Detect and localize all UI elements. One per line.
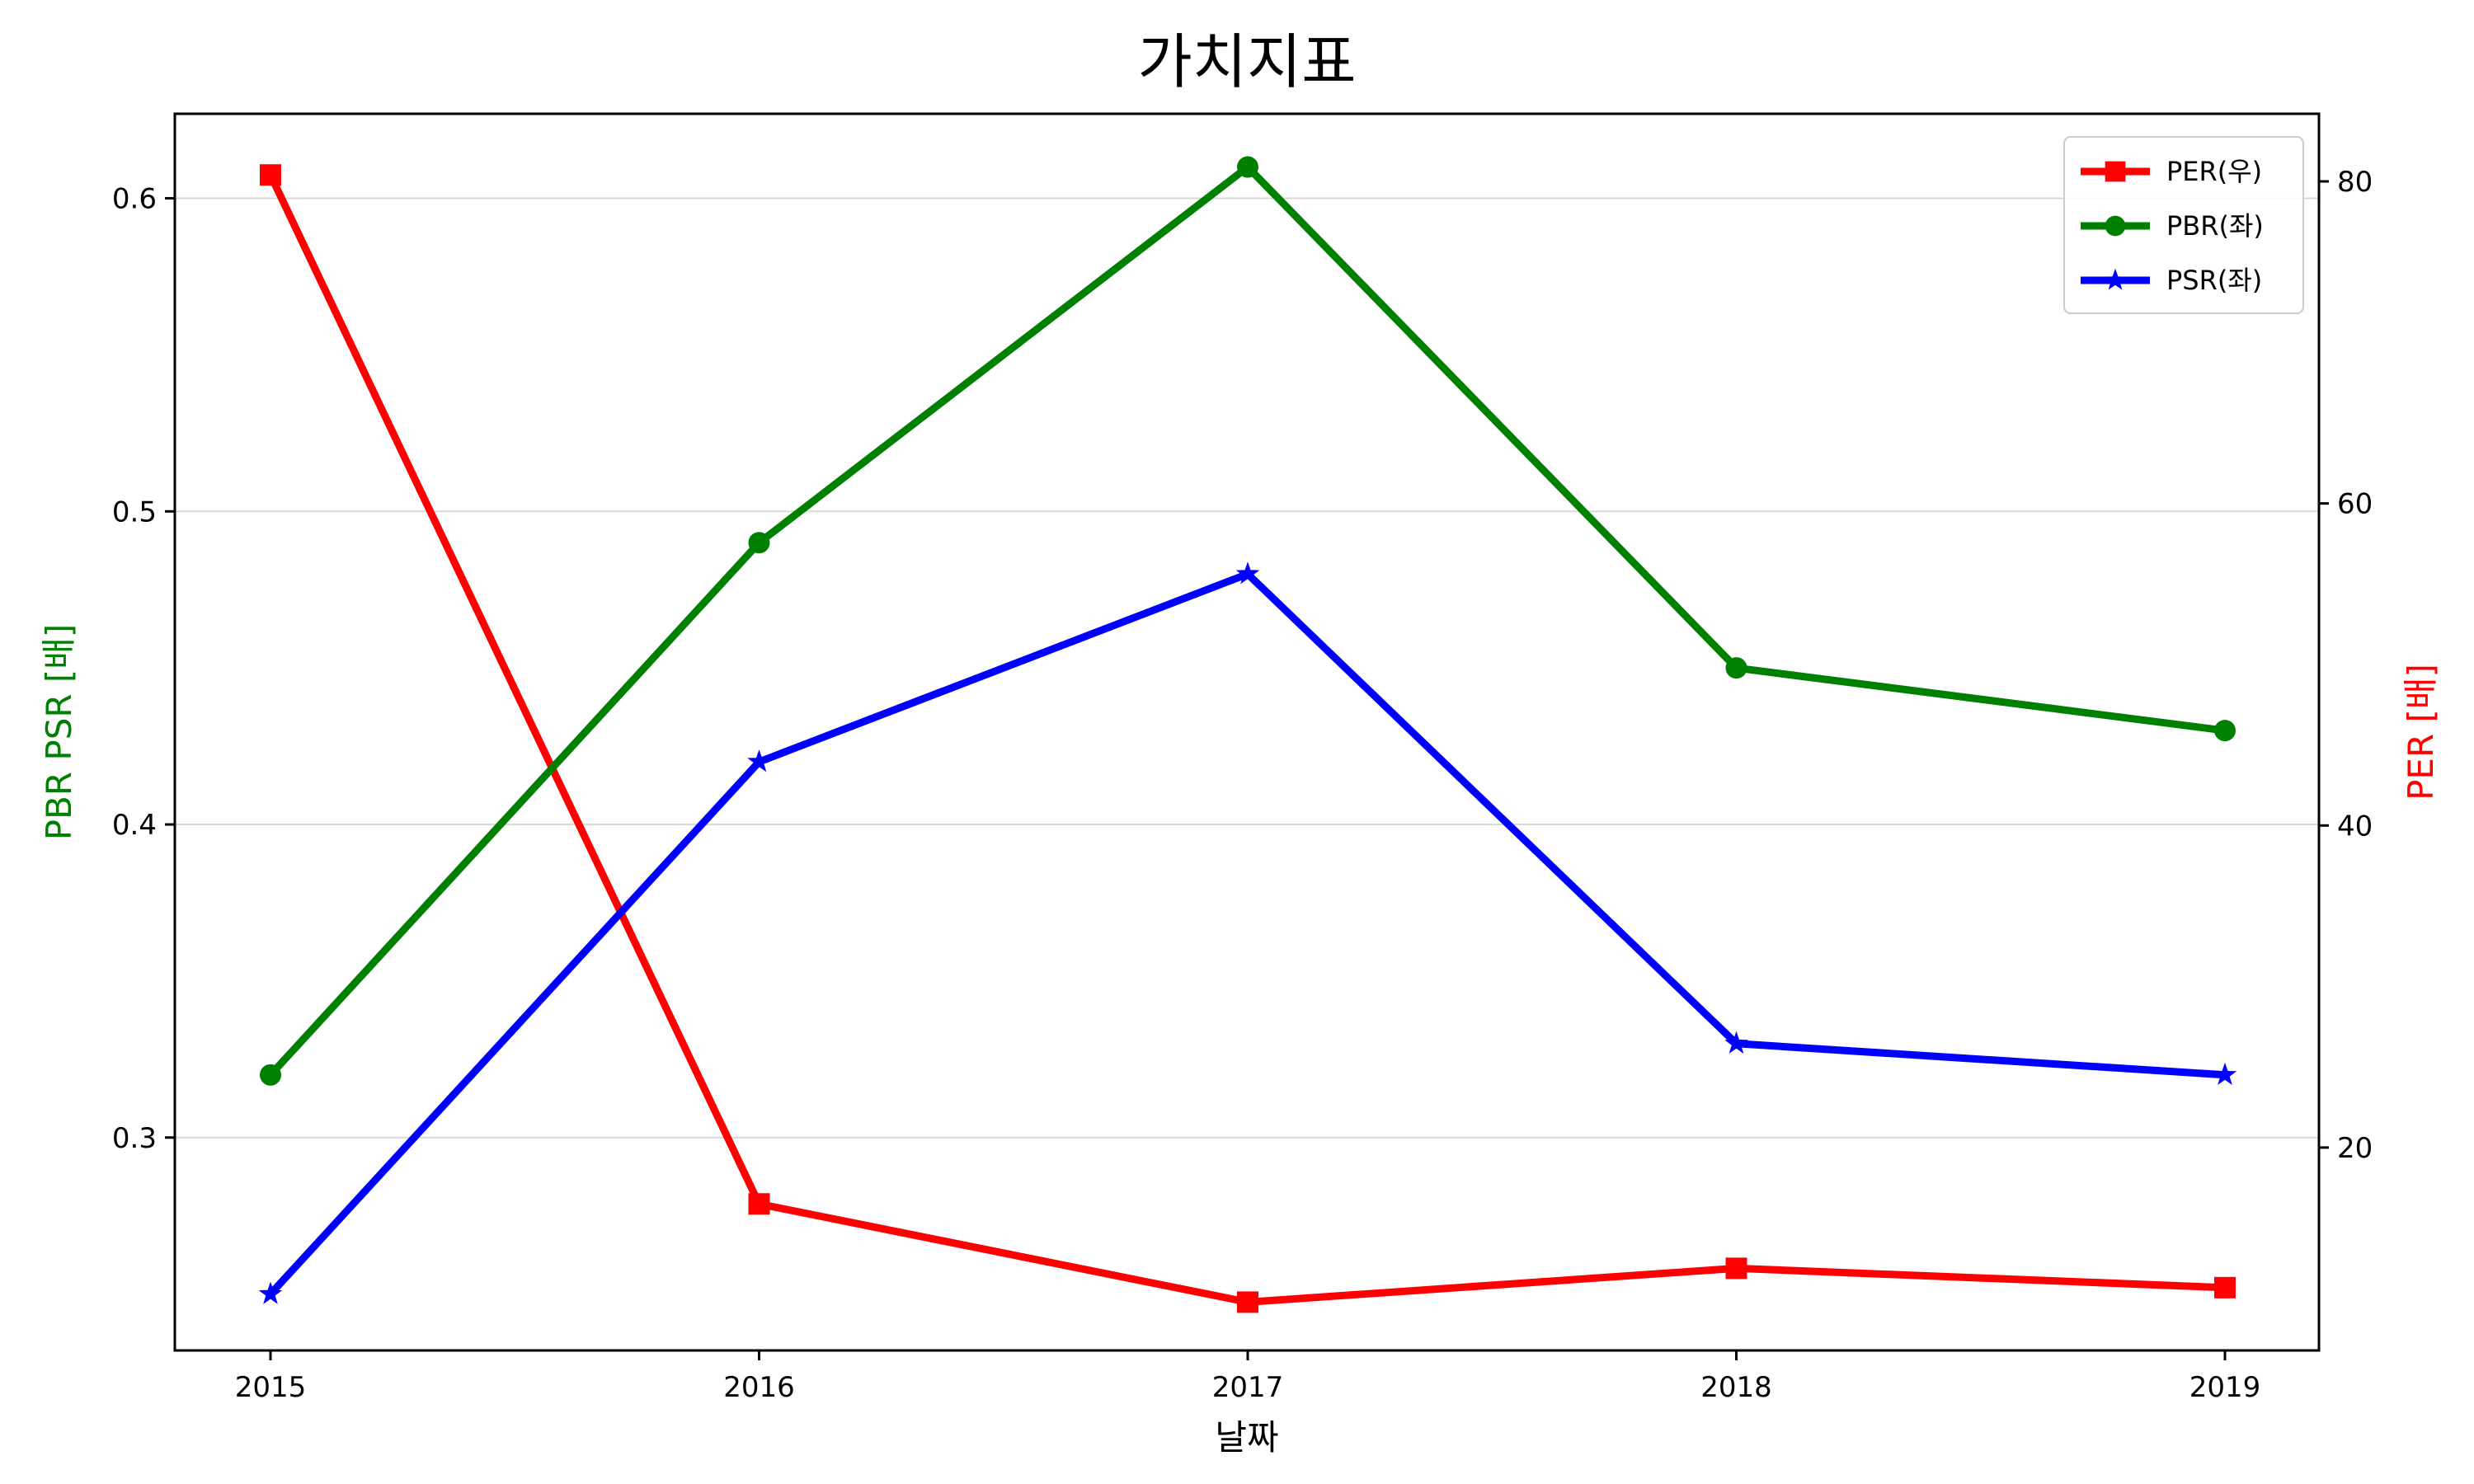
y-axis-right: 20 40 60 80 (2319, 166, 2373, 1165)
series-2 (258, 561, 2237, 1304)
series-1-point-2017 (1237, 156, 1258, 178)
y-right-tick-label-20: 20 (2337, 1132, 2373, 1165)
series-line-2 (266, 570, 2229, 1298)
chart-title: 가치지표 (1138, 27, 1357, 96)
series-2-point-2018 (1724, 1031, 1748, 1054)
series-1-point-2019 (2214, 720, 2236, 742)
series-1 (260, 156, 2236, 1086)
legend-item-1: PBR(좌) (2081, 210, 2264, 242)
y-left-tick-label-0.6: 0.6 (112, 183, 157, 216)
series-layer (258, 156, 2237, 1313)
x-tick-label-2017: 2017 (1212, 1371, 1284, 1404)
x-axis: 2015 2016 2017 2018 2019 (235, 1350, 2261, 1404)
legend-item-0: PER(우) (2081, 156, 2262, 187)
legend-label-1: PBR(좌) (2166, 210, 2264, 242)
series-0-point-2018 (1725, 1257, 1747, 1280)
y-right-tick-label-60: 60 (2337, 488, 2373, 521)
y-axis-left-title: PBR PSR [배] (39, 624, 79, 841)
series-2-point-2017 (1235, 561, 1260, 585)
x-tick-label-2015: 2015 (235, 1371, 307, 1404)
series-0-point-2019 (2214, 1276, 2236, 1298)
x-tick-label-2016: 2016 (723, 1371, 795, 1404)
legend-marker-0 (2105, 161, 2126, 182)
y-right-tick-label-80: 80 (2337, 166, 2373, 199)
series-line-1 (266, 163, 2229, 1079)
legend-marker-1 (2105, 215, 2126, 237)
y-left-tick-label-0.5: 0.5 (112, 495, 157, 528)
plot-frame (173, 112, 2321, 1352)
legend-marker-2 (2104, 268, 2127, 290)
series-2-point-2019 (2213, 1062, 2237, 1085)
grid-lines (175, 197, 2319, 1139)
legend-item-2: PSR(좌) (2081, 265, 2262, 296)
x-tick-label-2018: 2018 (1700, 1371, 1772, 1404)
x-tick-label-2019: 2019 (2189, 1371, 2261, 1404)
legend: PER(우) PBR(좌) PSR(좌) (2063, 136, 2304, 314)
series-1-point-2015 (260, 1064, 281, 1086)
series-line-0 (266, 171, 2229, 1306)
y-axis-right-title: PER [배] (2401, 664, 2441, 801)
legend-label-0: PER(우) (2166, 156, 2262, 187)
y-left-tick-label-0.3: 0.3 (112, 1122, 157, 1155)
series-0-point-2017 (1237, 1291, 1258, 1313)
y-left-tick-label-0.4: 0.4 (112, 809, 157, 842)
y-axis-left: 0.3 0.4 0.5 0.6 (112, 183, 175, 1155)
series-2-point-2015 (258, 1281, 283, 1304)
series-0-point-2015 (260, 164, 281, 186)
y-right-tick-label-40: 40 (2337, 810, 2373, 843)
x-axis-title: 날짜 (1215, 1417, 1278, 1458)
series-1-point-2016 (748, 532, 770, 554)
series-2-point-2016 (747, 749, 771, 773)
legend-label-2: PSR(좌) (2166, 265, 2262, 296)
series-0 (260, 164, 2236, 1313)
series-0-point-2016 (748, 1193, 770, 1215)
series-1-point-2018 (1725, 657, 1747, 679)
